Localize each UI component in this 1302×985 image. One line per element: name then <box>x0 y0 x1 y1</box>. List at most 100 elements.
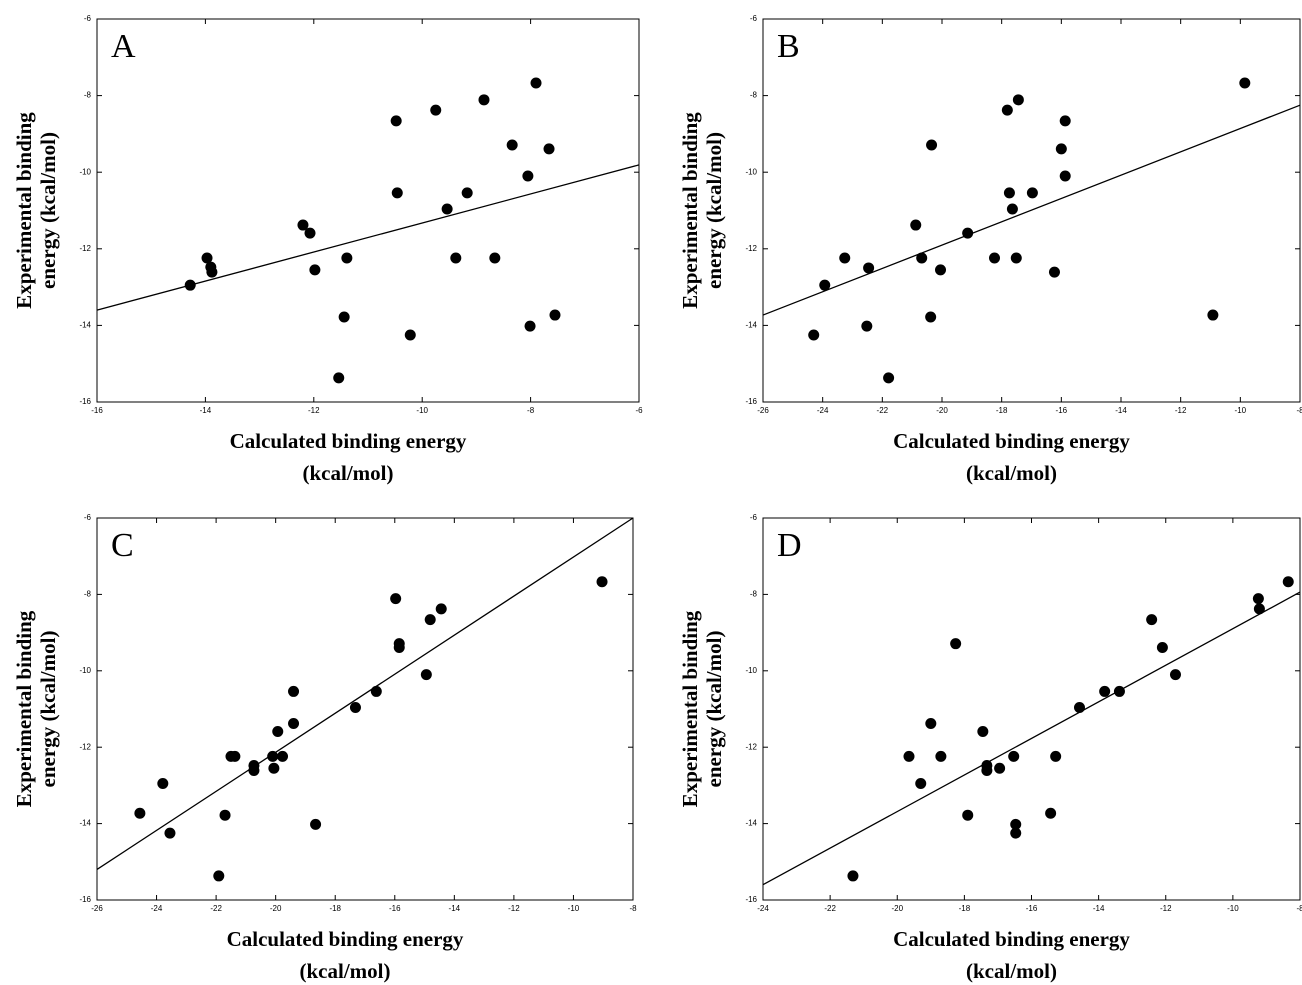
point <box>903 750 915 762</box>
point <box>390 115 402 127</box>
y-tick-label: -14 <box>79 321 91 330</box>
point <box>288 685 300 697</box>
point <box>808 329 820 341</box>
point <box>213 870 225 882</box>
point <box>310 818 322 830</box>
x-tick-label: -20 <box>936 406 948 415</box>
point <box>915 777 927 789</box>
y-tick-label: -16 <box>79 397 91 406</box>
point <box>370 685 382 697</box>
point <box>277 750 289 762</box>
plot-frame <box>762 18 1301 403</box>
y-tick-label: -6 <box>84 513 92 522</box>
point <box>543 143 555 155</box>
y-tick-label: -10 <box>79 666 91 675</box>
y-axis-label: energy (kcal/mol) <box>702 631 726 788</box>
panel-label: C <box>111 527 134 564</box>
point <box>478 94 490 106</box>
point <box>1010 252 1022 264</box>
point <box>962 227 974 239</box>
x-tick-label: -8 <box>629 904 637 913</box>
point <box>1008 750 1020 762</box>
point <box>450 252 462 264</box>
y-tick-label: -8 <box>84 91 92 100</box>
point <box>1146 614 1158 626</box>
x-tick-label: -10 <box>416 406 428 415</box>
plot-frame <box>96 18 640 403</box>
point <box>925 311 937 323</box>
point <box>1012 94 1024 106</box>
panel: -24 -22 -20 -18 -16 -14 -12 -10 -8 -16 -14 -12 -10 -8… <box>678 513 1302 983</box>
point <box>883 372 895 384</box>
y-tick-label: -16 <box>79 895 91 904</box>
x-tick-label: -16 <box>389 904 401 913</box>
point <box>333 372 345 384</box>
x-tick-label: -22 <box>877 406 889 415</box>
point <box>989 252 1001 264</box>
trend-line <box>96 164 640 311</box>
x-tick-label: -12 <box>308 406 320 415</box>
y-axis-label: Experimental binding <box>12 112 36 309</box>
trend-line <box>762 591 1301 886</box>
y-tick-label: -14 <box>745 819 757 828</box>
point <box>981 765 993 777</box>
y-axis-label: Experimental binding <box>678 112 702 309</box>
point <box>1045 807 1057 819</box>
panel: -26 -24 -22 -20 -18 -16 -14 -12 -10 -8 -16 -14 -12 -1… <box>678 14 1302 485</box>
y-axis-label: energy (kcal/mol) <box>702 132 726 289</box>
point <box>977 726 989 738</box>
x-tick-label: -6 <box>635 406 643 415</box>
x-tick-label: -22 <box>210 904 222 913</box>
x-axis-label: Calculated binding energy <box>893 429 1130 453</box>
point <box>134 807 146 819</box>
x-tick-label: -24 <box>757 904 769 913</box>
y-axis-label: energy (kcal/mol) <box>36 631 60 788</box>
y-tick-label: -16 <box>745 397 757 406</box>
x-tick-label: -8 <box>527 406 535 415</box>
y-tick-label: -6 <box>750 14 758 23</box>
x-tick-label: -26 <box>91 904 103 913</box>
y-tick-label: -10 <box>745 666 757 675</box>
point <box>1059 170 1071 182</box>
point <box>1026 187 1038 199</box>
x-axis-label: (kcal/mol) <box>300 959 391 983</box>
point <box>404 329 416 341</box>
point <box>1207 309 1219 321</box>
x-tick-label: -8 <box>1296 904 1302 913</box>
y-tick-label: -8 <box>750 91 758 100</box>
point <box>524 320 536 332</box>
y-tick-label: -6 <box>84 14 92 23</box>
x-tick-label: -10 <box>1227 904 1239 913</box>
point <box>1055 143 1067 155</box>
point <box>1113 685 1125 697</box>
point <box>926 139 938 151</box>
x-tick-label: -18 <box>996 406 1008 415</box>
panel-label: A <box>111 28 136 65</box>
point <box>1003 187 1015 199</box>
point <box>1059 115 1071 127</box>
panel-label: B <box>777 28 800 65</box>
point <box>1156 641 1168 653</box>
point <box>839 252 851 264</box>
point <box>184 279 196 291</box>
point <box>267 750 279 762</box>
y-tick-label: -10 <box>745 167 757 176</box>
point <box>596 576 608 588</box>
x-tick-label: -16 <box>1026 904 1038 913</box>
x-tick-label: -24 <box>817 406 829 415</box>
point <box>530 77 542 89</box>
point <box>297 219 309 231</box>
trend-line <box>762 104 1301 316</box>
x-tick-label: -8 <box>1296 406 1302 415</box>
point <box>962 809 974 821</box>
point <box>461 187 473 199</box>
point <box>201 252 213 264</box>
point <box>309 264 321 276</box>
plot-frame <box>96 517 634 901</box>
x-tick-label: -14 <box>200 406 212 415</box>
x-tick-label: -16 <box>1056 406 1068 415</box>
point <box>819 279 831 291</box>
point <box>1073 701 1085 713</box>
point <box>1010 827 1022 839</box>
point <box>1239 77 1251 89</box>
